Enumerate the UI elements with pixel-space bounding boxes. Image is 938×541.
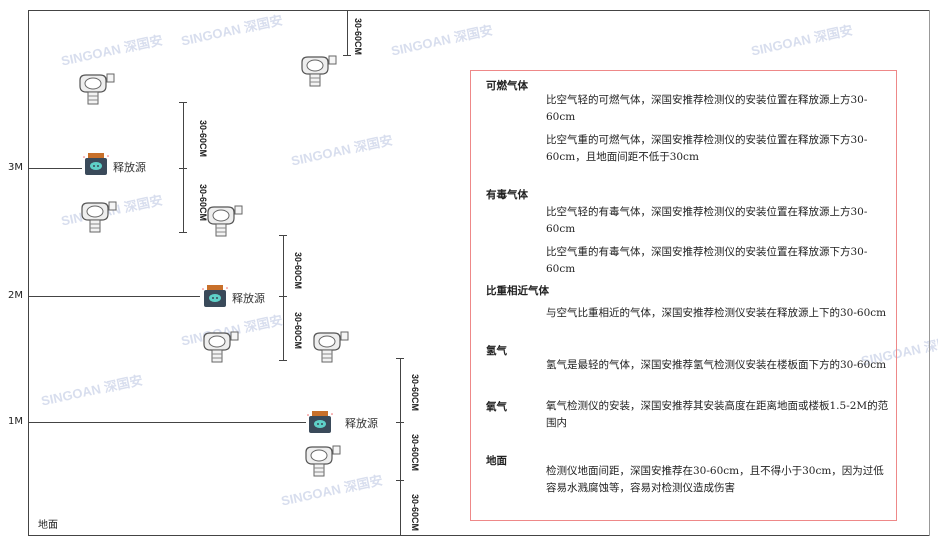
similar-gas-title: 比重相近气体 [486,285,549,297]
similar-gas-text: 与空气比重相近的气体，深国安推荐检测仪安装在释放源上下的30-60cm [546,307,887,319]
wall-line [28,10,29,536]
toxic-lighter-text: 比空气轻的有毒气体，深国安推荐检测仪的安装位置在释放源上方30-60cm [546,206,868,235]
ground-line [28,535,930,536]
dimension-line [283,235,284,361]
watermark: SINGOAN 深国安 [39,372,144,409]
dimension-tick [279,296,287,297]
watermark: SINGOAN 深国安 [749,22,854,59]
ground-text: 检测仪地面间距，深国安推荐在30-60cm，且不得小于30cm，因为过低容易水溅… [546,465,884,494]
gas-detector-icon [302,444,342,480]
dimension-line [183,102,184,232]
dimension-tick [179,102,187,103]
gas-detector-icon [204,204,244,240]
ground-label: 地面 [38,520,58,531]
dimension-line [347,10,348,56]
release-source-label: 释放源 [345,417,378,430]
dimension-tick [396,358,404,359]
gas-detector-icon [298,54,338,90]
release-source-label: 释放源 [113,161,146,174]
release-source-icon [83,152,109,176]
floor-3m-line [28,168,82,169]
oxygen-text: 氧气检测仪的安装，深国安推荐其安装高度在距离地面或楼板1.5-2M的范围内 [546,400,889,429]
dimension-line [400,358,401,535]
oxygen-title: 氧气 [486,401,507,413]
dimension-tick [396,480,404,481]
dimension-tick [179,232,187,233]
gas-detector-icon [200,330,240,366]
gas-detector-icon [310,330,350,366]
gas-detector-icon [78,200,118,236]
dimension-label: 30-60CM [410,374,420,412]
dimension-label: 30-60CM [198,120,208,158]
right-border [929,10,930,536]
dimension-label: 30-60CM [353,18,363,56]
dimension-label: 30-60CM [198,184,208,222]
dimension-tick [343,55,351,56]
combustible-lighter-text: 比空气轻的可燃气体，深国安推荐检测仪的安装位置在释放源上方30-60cm [546,94,868,123]
watermark: SINGOAN 深国安 [289,132,394,169]
dimension-label: 30-60CM [293,252,303,290]
dimension-label: 30-60CM [293,312,303,350]
dimension-tick [279,235,287,236]
release-source-label: 释放源 [232,292,265,305]
watermark: SINGOAN 深国安 [179,12,284,49]
watermark: SINGOAN 深国安 [389,22,494,59]
dimension-label: 30-60CM [410,434,420,472]
ceiling-line [28,10,930,11]
combustible-title: 可燃气体 [486,80,528,92]
hydrogen-title: 氢气 [486,345,507,357]
release-source-icon [307,410,333,434]
floor-2m-label: 2M [8,290,23,301]
ground-title: 地面 [486,455,507,467]
watermark: SINGOAN 深国安 [59,32,164,69]
dimension-tick [279,360,287,361]
gas-detector-icon [76,72,116,108]
floor-1m-label: 1M [8,416,23,427]
toxic-title: 有毒气体 [486,189,528,201]
floor-3m-label: 3M [8,162,23,173]
dimension-tick [396,422,404,423]
floor-2m-line [28,296,200,297]
combustible-heavier-text: 比空气重的可燃气体，深国安推荐检测仪的安装位置在释放源下方30-60cm，且地面… [546,134,868,163]
floor-1m-line [28,422,306,423]
dimension-label: 30-60CM [410,494,420,532]
installation-guidelines-panel: 可燃气体 比空气轻的可燃气体，深国安推荐检测仪的安装位置在释放源上方30-60c… [470,70,897,521]
toxic-heavier-text: 比空气重的有毒气体，深国安推荐检测仪的安装位置在释放源下方30-60cm [546,246,868,275]
dimension-tick [179,168,187,169]
release-source-icon [202,284,228,308]
hydrogen-text: 氢气是最轻的气体，深国安推荐氢气检测仪安装在楼板面下方的30-60cm [546,359,887,371]
